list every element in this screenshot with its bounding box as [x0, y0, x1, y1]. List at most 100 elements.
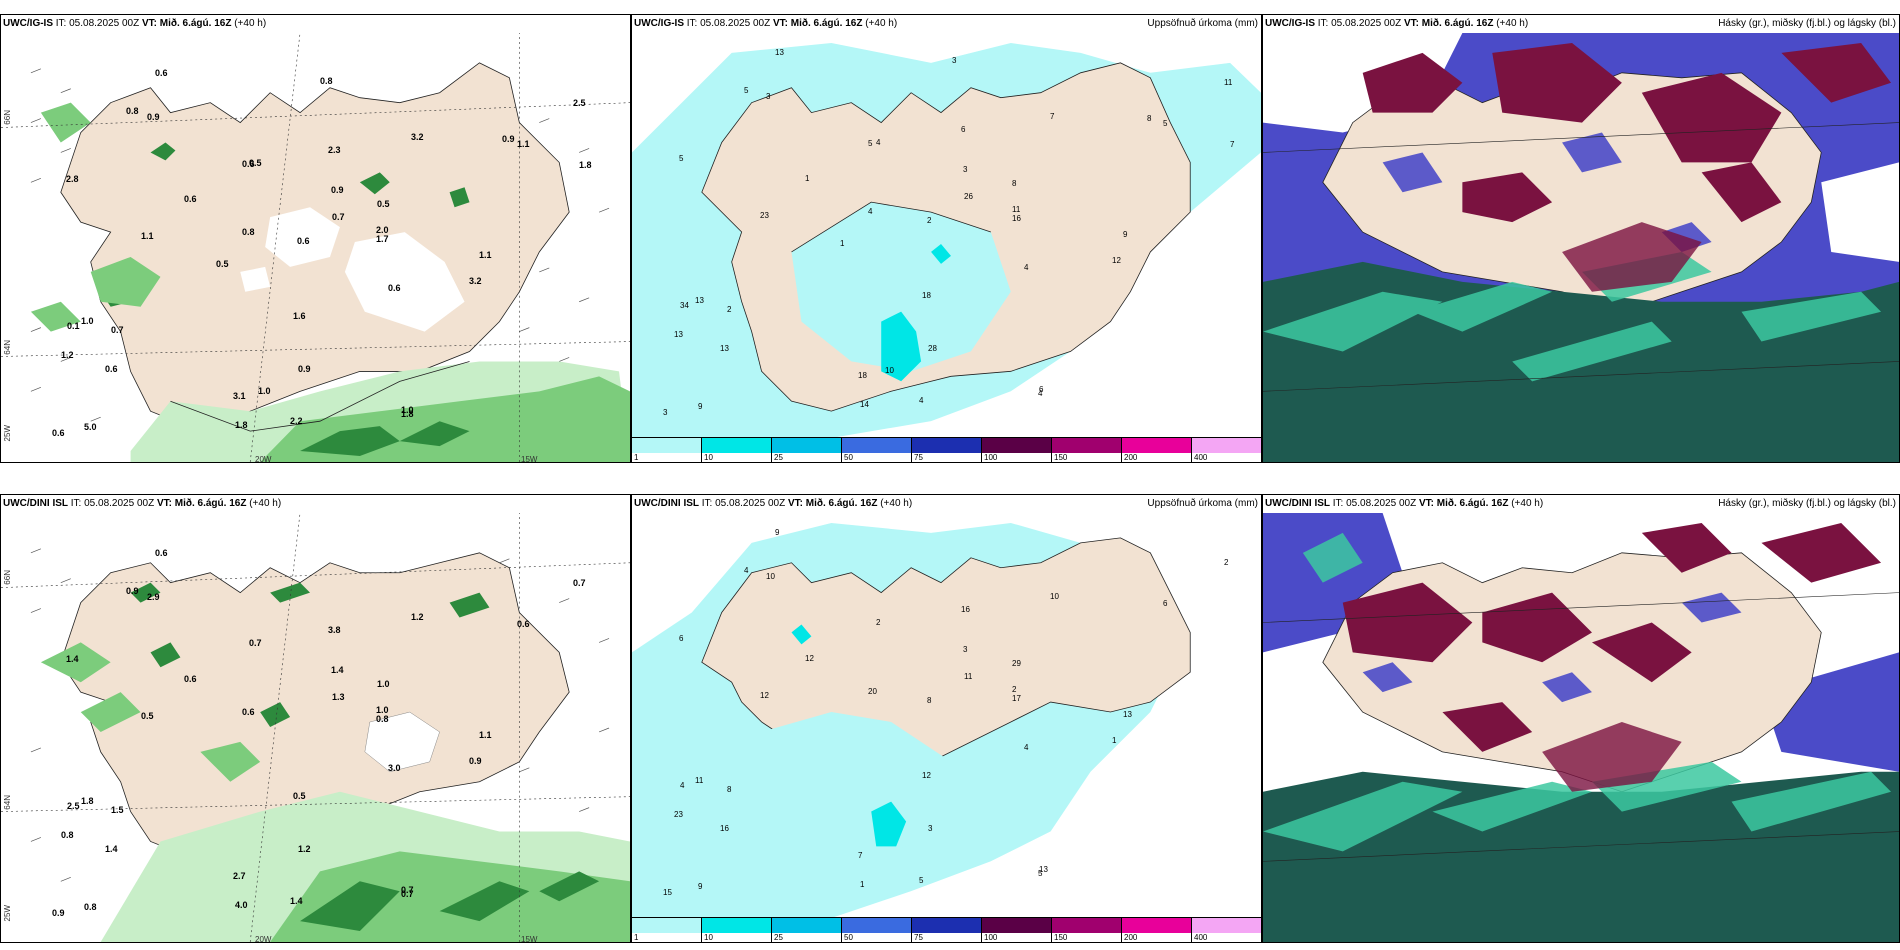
colorbar-segment: 100 — [982, 918, 1052, 942]
colorbar-swatch — [1192, 918, 1261, 933]
precip-title: Uppsöfnuð úrkoma (mm) — [1147, 498, 1258, 509]
lon-label-25: 25W — [3, 905, 12, 922]
colorbar-segment: 150 — [1052, 438, 1122, 462]
colorbar-label: 1 — [634, 933, 639, 942]
lon-label-15: 15W — [521, 455, 538, 463]
colorbar-swatch — [1052, 918, 1121, 933]
cloud-maroon-south — [1542, 722, 1682, 792]
colorbar-label: 50 — [844, 453, 853, 462]
colorbar-segment: 50 — [842, 918, 912, 942]
colorbar-swatch — [842, 918, 911, 933]
cloud-cover-map — [1263, 33, 1899, 462]
coastline-south — [170, 361, 470, 432]
panel-wind-precip-top: UWC/IG-IS IT: 05.08.2025 00Z VT: Mið. 6.… — [0, 14, 631, 463]
colorbar-segment: 25 — [772, 918, 842, 942]
cloud-title: Hásky (gr.), miðsky (fj.bl.) og lágsky (… — [1718, 18, 1896, 29]
colorbar-label: 25 — [774, 453, 783, 462]
colorbar-label: 200 — [1124, 453, 1138, 462]
map-svg — [1263, 33, 1899, 462]
colorbar-segment: 25 — [772, 438, 842, 462]
panel-header: UWC/DINI ISL IT: 05.08.2025 00Z VT: Mið.… — [3, 498, 282, 509]
cloud-low-patches — [1362, 592, 1742, 703]
colorbar-segment: 400 — [1192, 438, 1261, 462]
colorbar-swatch — [1122, 438, 1191, 453]
colorbar-label: 200 — [1124, 933, 1138, 942]
precip-heavy — [881, 243, 951, 382]
lon-label-25: 25W — [3, 425, 12, 442]
colorbar-label: 50 — [844, 933, 853, 942]
map-svg — [1, 33, 630, 462]
panel-header: UWC/IG-IS IT: 05.08.2025 00Z VT: Mið. 6.… — [634, 18, 898, 29]
colorbar-label: 1 — [634, 453, 639, 462]
colorbar-swatch — [772, 438, 841, 453]
lat-label-66: 66N — [3, 570, 12, 585]
colorbar-swatch — [982, 438, 1051, 453]
colorbar-swatch — [702, 918, 771, 933]
cloud-cover-map — [1263, 513, 1899, 942]
colorbar-segment: 75 — [912, 918, 982, 942]
wind-precip-map — [1, 33, 630, 462]
cloud-title: Hásky (gr.), miðsky (fj.bl.) og lágsky (… — [1718, 498, 1896, 509]
precip-inland — [761, 712, 991, 852]
colorbar-swatch — [632, 438, 701, 453]
wind-precip-map — [1, 513, 630, 942]
colorbar-segment: 75 — [912, 438, 982, 462]
colorbar-segment: 1 — [632, 438, 702, 462]
lat-label-64: 64N — [3, 340, 12, 355]
colorbar-swatch — [842, 438, 911, 453]
colorbar-label: 25 — [774, 933, 783, 942]
colorbar-segment: 1 — [632, 918, 702, 942]
panel-accum-precip-bottom: UWC/DINI ISL IT: 05.08.2025 00Z VT: Mið.… — [631, 494, 1262, 943]
accum-precip-map — [632, 513, 1261, 918]
lon-label-20: 20W — [255, 935, 272, 943]
glaciers — [240, 207, 465, 332]
precip-title: Uppsöfnuð úrkoma (mm) — [1147, 18, 1258, 29]
precip-heavy — [791, 624, 907, 847]
cloud-mid-bands — [1263, 532, 1892, 852]
colorbar-segment: 100 — [982, 438, 1052, 462]
cloud-maroon-patches — [1362, 42, 1892, 223]
precip-colorbar: 1 10 25 50 75 100 150 200 400 — [632, 437, 1261, 462]
map-svg — [632, 33, 1261, 438]
colorbar-label: 10 — [704, 933, 713, 942]
colorbar-label: 100 — [984, 933, 998, 942]
colorbar-segment: 150 — [1052, 918, 1122, 942]
green-precip — [30, 102, 630, 462]
panel-wind-precip-bottom: UWC/DINI ISL IT: 05.08.2025 00Z VT: Mið.… — [0, 494, 631, 943]
colorbar-swatch — [1122, 918, 1191, 933]
colorbar-label: 150 — [1054, 453, 1068, 462]
iceland-land — [60, 552, 570, 862]
colorbar-label: 150 — [1054, 933, 1068, 942]
cloud-high-area — [1263, 771, 1899, 942]
colorbar-label: 10 — [704, 453, 713, 462]
colorbar-swatch — [1192, 438, 1261, 453]
panel-header: UWC/IG-IS IT: 05.08.2025 00Z VT: Mið. 6.… — [3, 18, 267, 29]
colorbar-segment: 200 — [1122, 918, 1192, 942]
lat-label-64: 64N — [3, 795, 12, 810]
panel-header: UWC/DINI ISL IT: 05.08.2025 00Z VT: Mið.… — [1265, 498, 1544, 509]
map-svg — [1, 513, 630, 942]
colorbar-segment: 10 — [702, 438, 772, 462]
graticule — [1, 33, 630, 462]
glacier-cross-hatch — [364, 711, 440, 773]
coastline-inland — [791, 201, 991, 253]
colorbar-segment: 50 — [842, 438, 912, 462]
colorbar-swatch — [912, 438, 981, 453]
graticule — [1, 513, 630, 942]
colorbar-label: 400 — [1194, 453, 1208, 462]
lon-label-15: 15W — [521, 935, 538, 943]
colorbar-swatch — [1052, 438, 1121, 453]
colorbar-segment: 200 — [1122, 438, 1192, 462]
colorbar-swatch — [912, 918, 981, 933]
colorbar-swatch — [772, 918, 841, 933]
panel-cloud-cover-bottom: UWC/DINI ISL IT: 05.08.2025 00Z VT: Mið.… — [1262, 494, 1900, 943]
precip-colorbar: 1 10 25 50 75 100 150 200 400 — [632, 917, 1261, 942]
colorbar-label: 400 — [1194, 933, 1208, 942]
lat-label-66: 66N — [3, 110, 12, 125]
panel-cloud-cover-top: UWC/IG-IS IT: 05.08.2025 00Z VT: Mið. 6.… — [1262, 14, 1900, 463]
lon-label-20: 20W — [255, 455, 272, 463]
colorbar-segment: 400 — [1192, 918, 1261, 942]
panel-accum-precip-top: UWC/IG-IS IT: 05.08.2025 00Z VT: Mið. 6.… — [631, 14, 1262, 463]
colorbar-label: 75 — [914, 453, 923, 462]
wind-barbs — [30, 548, 610, 882]
